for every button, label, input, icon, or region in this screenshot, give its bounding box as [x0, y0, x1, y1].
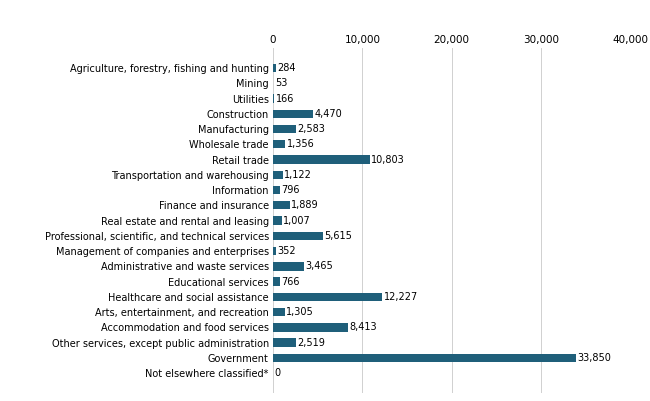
Bar — [273, 140, 285, 148]
Text: 766: 766 — [281, 277, 300, 287]
Bar — [273, 155, 370, 164]
Bar — [273, 64, 276, 72]
Bar — [273, 354, 575, 362]
Text: 166: 166 — [276, 93, 294, 103]
Text: 352: 352 — [278, 246, 296, 256]
Text: 2,583: 2,583 — [298, 124, 325, 134]
Text: 1,305: 1,305 — [286, 307, 314, 317]
Text: 1,007: 1,007 — [283, 216, 311, 225]
Bar — [273, 109, 313, 118]
Text: 12,227: 12,227 — [384, 292, 418, 302]
Bar — [273, 201, 290, 209]
Bar — [273, 308, 285, 316]
Bar — [273, 247, 276, 255]
Text: 1,356: 1,356 — [287, 139, 314, 149]
Bar — [273, 217, 282, 225]
Bar — [273, 277, 280, 286]
Text: 3,465: 3,465 — [306, 261, 333, 271]
Text: 284: 284 — [277, 63, 295, 73]
Text: 33,850: 33,850 — [577, 353, 611, 363]
Text: 8,413: 8,413 — [350, 322, 377, 332]
Text: 1,122: 1,122 — [284, 170, 312, 180]
Text: 10,803: 10,803 — [371, 154, 405, 164]
Text: 4,470: 4,470 — [315, 109, 342, 119]
Bar — [273, 338, 296, 347]
Bar — [273, 94, 274, 103]
Bar — [273, 125, 296, 133]
Bar — [273, 262, 304, 271]
Bar — [273, 170, 283, 179]
Text: 2,519: 2,519 — [297, 338, 325, 348]
Text: 0: 0 — [274, 368, 280, 378]
Bar — [273, 186, 280, 194]
Text: 796: 796 — [281, 185, 300, 195]
Text: 53: 53 — [275, 78, 287, 88]
Text: 1,889: 1,889 — [291, 200, 319, 210]
Bar — [273, 232, 323, 240]
Text: 5,615: 5,615 — [324, 231, 352, 241]
Bar — [273, 293, 382, 301]
Bar — [273, 323, 348, 332]
